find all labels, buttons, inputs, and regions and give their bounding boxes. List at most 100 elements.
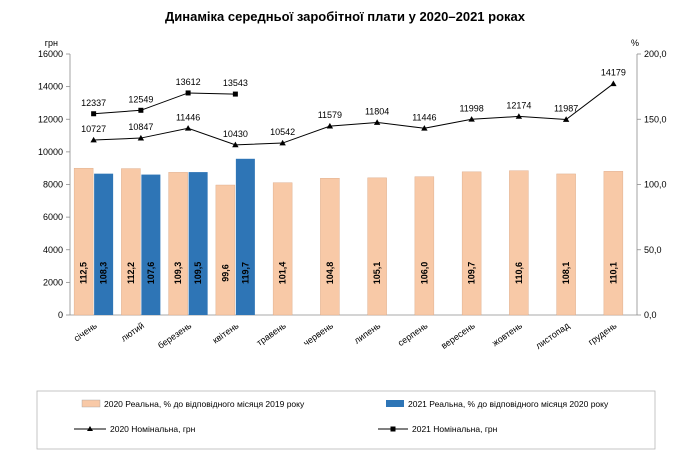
bar-2020 bbox=[509, 170, 529, 316]
bar-2020 bbox=[73, 167, 94, 316]
legend-frame bbox=[36, 390, 656, 450]
line-2020-path bbox=[93, 83, 614, 146]
line-2020-point bbox=[90, 136, 97, 143]
category-label: вересень bbox=[439, 320, 477, 351]
right-axis-unit: % bbox=[631, 38, 639, 48]
left-tick-label: 4000 bbox=[43, 245, 63, 255]
line-2021-point bbox=[138, 107, 144, 113]
line-2020-value-label: 11446 bbox=[176, 112, 200, 122]
category-label: липень bbox=[352, 320, 382, 345]
right-tick-label: 50,0 bbox=[644, 245, 662, 255]
category-label: червень bbox=[301, 320, 335, 348]
line-2020-point bbox=[610, 80, 617, 87]
legend-swatch-bars-2020 bbox=[81, 399, 101, 408]
category-label: серпень bbox=[396, 320, 430, 348]
bar-2021 bbox=[188, 172, 208, 315]
line-2020-point bbox=[184, 125, 192, 131]
bar-2020-label: 109,3 bbox=[173, 262, 183, 285]
category-labels: січень лютий березень квітень травень червень… bbox=[72, 320, 619, 351]
line-2021-value-label: 12549 bbox=[128, 94, 153, 104]
legend-label-line-2020: 2020 Номінальна, грн bbox=[110, 424, 196, 434]
category-label: березень bbox=[156, 320, 194, 350]
bar-2021 bbox=[235, 158, 255, 315]
line-2020-point bbox=[326, 122, 334, 129]
legend-swatch-bars-2021 bbox=[386, 400, 404, 407]
right-tick-label: 0,0 bbox=[644, 310, 657, 320]
line-2020-point bbox=[137, 134, 145, 141]
left-tick-label: 14000 bbox=[38, 82, 63, 92]
bar-2020-label: 112,2 bbox=[126, 262, 136, 284]
bar-2020 bbox=[556, 173, 576, 316]
category-label: квітень bbox=[211, 320, 241, 345]
category-label: жовтень bbox=[490, 320, 524, 348]
left-tick-label: 12000 bbox=[38, 114, 63, 124]
line-2021-point bbox=[91, 111, 97, 117]
right-tick-label: 100,0 bbox=[644, 180, 667, 190]
category-label: травень bbox=[255, 320, 288, 348]
line-2021-point bbox=[232, 91, 238, 97]
bar-2021-label: 108,3 bbox=[99, 262, 109, 285]
line-2020-value-label: 11579 bbox=[318, 110, 342, 120]
right-axis: 0,0 50,0 100,0 150,0 200,0 bbox=[636, 49, 667, 320]
category-label: лютий bbox=[119, 320, 146, 343]
right-tick-label: 200,0 bbox=[644, 49, 667, 59]
bar-2020 bbox=[272, 182, 293, 316]
line-2020-value-label: 10847 bbox=[128, 122, 153, 132]
line-2020-point bbox=[421, 125, 428, 131]
bar-marks: 112,5 108,3 112,2 107,6 109,3 109,5 99,6 119,7 1… bbox=[73, 158, 624, 316]
line-2021-value-label: 13612 bbox=[176, 77, 201, 87]
bar-2020-label: 110,6 bbox=[514, 262, 524, 284]
line-2020-point bbox=[279, 139, 286, 146]
bar-2021-label: 107,6 bbox=[146, 262, 156, 285]
legend-label-bars-2021: 2021 Реальна, % до відповідного місяця 2… bbox=[408, 399, 609, 409]
line-2020-value-label: 10727 bbox=[81, 124, 106, 134]
line-2021-path bbox=[93, 92, 236, 115]
left-tick-label: 10000 bbox=[38, 147, 63, 157]
bar-2020 bbox=[320, 178, 340, 316]
bar-2020-label: 101,4 bbox=[278, 262, 288, 285]
bar-2020 bbox=[461, 171, 482, 316]
chart-title: Динаміка середньої заробітної плати у 20… bbox=[165, 9, 526, 24]
left-tick-label: 0 bbox=[58, 310, 63, 320]
bar-2020 bbox=[603, 171, 624, 316]
line-2020-point bbox=[562, 116, 570, 122]
left-axis: 0 2000 4000 6000 8000 10000 12000 14000 16000 bbox=[38, 49, 71, 320]
legend: 2020 Реальна, % до відповідного місяця 2… bbox=[36, 390, 656, 450]
bar-2021 bbox=[141, 174, 161, 315]
left-tick-label: 16000 bbox=[38, 49, 63, 59]
left-tick-label: 2000 bbox=[43, 277, 63, 287]
bar-2020-label: 109,7 bbox=[467, 262, 477, 285]
bar-2020 bbox=[121, 168, 141, 316]
line-2020-value-label: 11804 bbox=[365, 106, 389, 116]
bar-2020-label: 105,1 bbox=[372, 262, 382, 285]
category-label: листопад bbox=[534, 320, 572, 351]
line-2020-point bbox=[468, 116, 475, 122]
line-2021-point bbox=[185, 90, 191, 96]
line-2020-point bbox=[515, 113, 523, 119]
bar-2020-label: 106,0 bbox=[419, 262, 429, 285]
bar-2020-label: 110,1 bbox=[608, 262, 618, 284]
line-2020-value-label: 11446 bbox=[412, 112, 436, 122]
line-2020-value-label: 12174 bbox=[506, 100, 531, 110]
bar-2020 bbox=[414, 176, 435, 316]
legend-label-bars-2020: 2020 Реальна, % до відповідного місяця 2… bbox=[104, 399, 305, 409]
bar-2020 bbox=[215, 184, 236, 316]
line-2020-value-label: 11987 bbox=[554, 103, 578, 113]
legend-marker-line-2021 bbox=[390, 426, 396, 432]
line-2021-value-label: 12337 bbox=[81, 98, 106, 108]
category-label: грудень bbox=[586, 320, 618, 347]
line-2020-value-label: 11998 bbox=[459, 103, 483, 113]
line-2020-value-label: 14179 bbox=[601, 68, 626, 78]
line-2021-value-label: 13543 bbox=[223, 78, 248, 88]
bar-2021-label: 119,7 bbox=[240, 262, 250, 284]
line-2020-value-label: 10430 bbox=[223, 129, 248, 139]
category-label: січень bbox=[72, 320, 99, 343]
line-2020-point bbox=[373, 119, 381, 125]
line-2020-point bbox=[232, 141, 239, 148]
left-tick-label: 8000 bbox=[43, 180, 63, 190]
bar-2020-label: 104,8 bbox=[325, 262, 335, 285]
legend-label-line-2021: 2021 Номінальна, грн bbox=[412, 424, 498, 434]
bar-2020-label: 112,5 bbox=[79, 262, 89, 284]
bar-2020-label: 99,6 bbox=[220, 264, 230, 282]
